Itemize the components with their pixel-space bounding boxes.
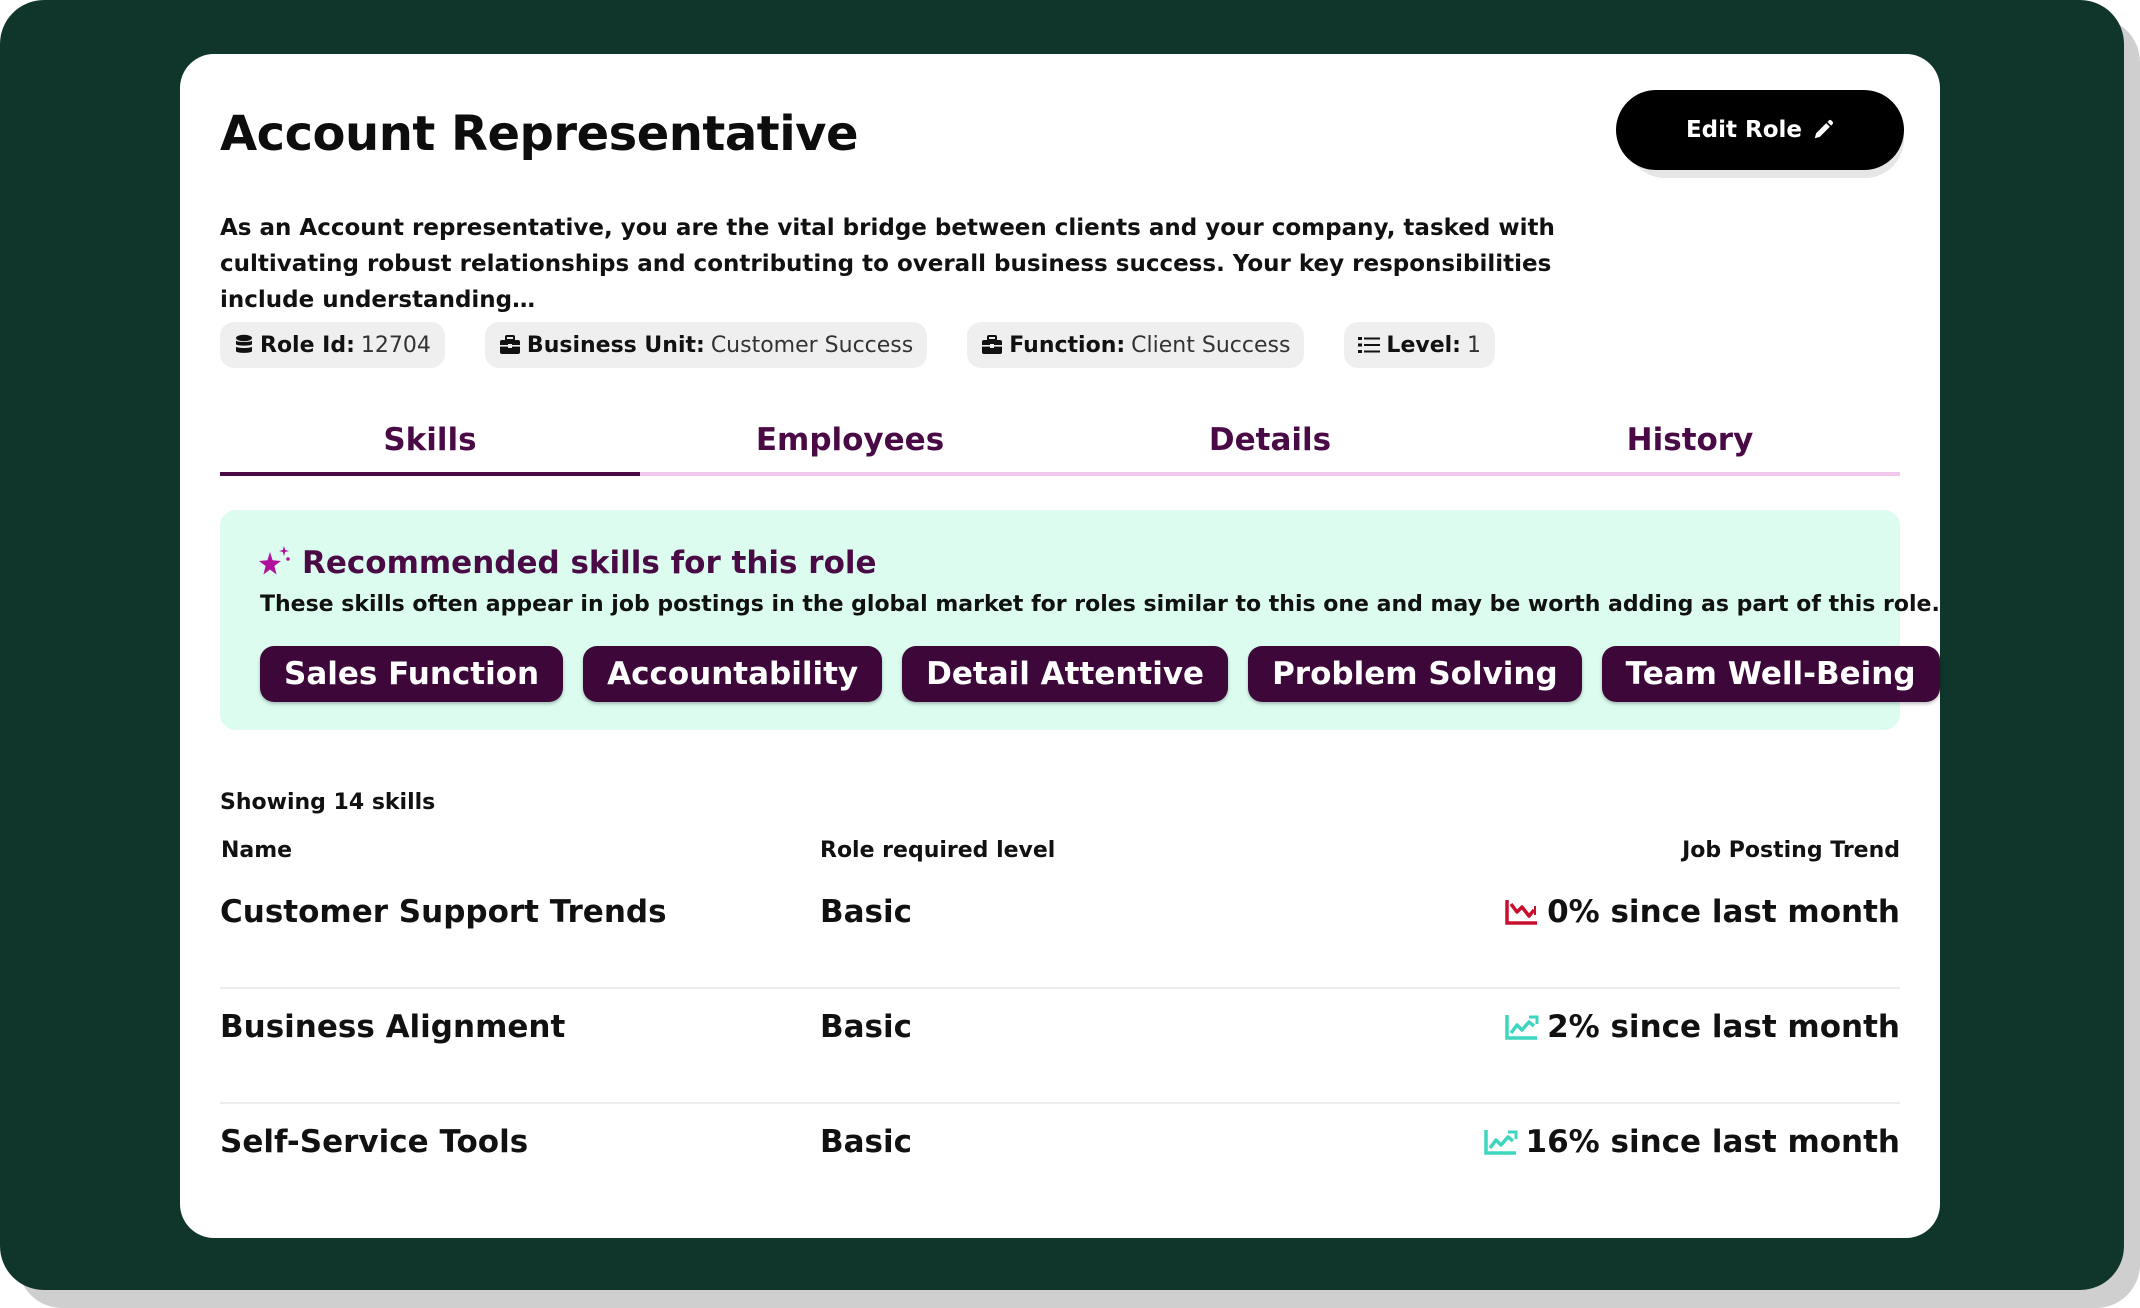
sparkle-icon <box>258 544 292 582</box>
role-tabs: Skills Employees Details History <box>220 416 1900 476</box>
database-icon <box>234 334 254 356</box>
table-row[interactable]: Customer Support Trends Basic 0% since l… <box>220 874 1900 989</box>
trend-value: 2% since last month <box>1547 1009 1900 1045</box>
recommended-skill-list: Sales Function Accountability Detail Att… <box>260 646 1940 702</box>
edit-role-wrapper: Edit Role <box>1616 90 1904 178</box>
skill-level: Basic <box>820 894 913 930</box>
briefcase-icon <box>499 335 521 355</box>
briefcase-icon <box>981 335 1003 355</box>
recommended-skills-subtitle: These skills often appear in job posting… <box>260 592 1940 617</box>
column-header-level: Role required level <box>820 838 1056 863</box>
skill-level: Basic <box>820 1124 913 1160</box>
level-chip: Level: 1 <box>1344 322 1495 368</box>
tab-skills[interactable]: Skills <box>220 416 640 476</box>
trend-value: 16% since last month <box>1525 1124 1901 1160</box>
function-label: Function: <box>1009 332 1126 358</box>
business-unit-chip: Business Unit: Customer Success <box>484 322 928 368</box>
pencil-icon <box>1812 119 1834 141</box>
role-id-value: 12704 <box>360 332 431 358</box>
skills-count: Showing 14 skills <box>220 790 436 815</box>
recommended-skills-header: Recommended skills for this role <box>258 544 877 582</box>
tab-history[interactable]: History <box>1626 422 1754 458</box>
trend-up-icon <box>1483 1128 1518 1156</box>
column-header-trend: Job Posting Trend <box>1682 838 1900 863</box>
role-id-chip: Role Id: 12704 <box>220 322 445 368</box>
role-id-label: Role Id: <box>260 332 355 358</box>
page-title: Account Representative <box>220 106 859 162</box>
role-card: Account Representative Edit Role As an A… <box>180 54 1940 1238</box>
skill-pill-team-well-being[interactable]: Team Well-Being <box>1601 646 1940 702</box>
edit-role-label: Edit Role <box>1685 117 1803 143</box>
trend-down-icon <box>1505 898 1539 926</box>
trend-up-icon <box>1505 1013 1539 1041</box>
table-row[interactable]: Business Alignment Basic 2% since last m… <box>220 989 1900 1104</box>
list-icon <box>1358 336 1381 354</box>
skill-trend: 0% since last month <box>1505 894 1900 930</box>
skill-pill-accountability[interactable]: Accountability <box>583 646 883 702</box>
edit-role-button[interactable]: Edit Role <box>1616 90 1904 170</box>
business-unit-value: Customer Success <box>710 332 914 358</box>
skill-pill-detail-attentive[interactable]: Detail Attentive <box>902 646 1229 702</box>
function-value: Client Success <box>1131 332 1291 358</box>
tab-details[interactable]: Details <box>1208 422 1332 458</box>
skill-trend: 16% since last month <box>1483 1124 1901 1160</box>
trend-value: 0% since last month <box>1547 894 1900 930</box>
skill-pill-problem-solving[interactable]: Problem Solving <box>1248 646 1582 702</box>
business-unit-label: Business Unit: <box>526 332 705 358</box>
skill-name: Self-Service Tools <box>220 1124 529 1160</box>
tab-employees[interactable]: Employees <box>755 422 945 458</box>
skill-pill-sales-function[interactable]: Sales Function <box>260 646 564 702</box>
column-header-name: Name <box>221 838 293 863</box>
recommended-skills-panel: Recommended skills for this role These s… <box>220 510 1940 730</box>
skill-name: Customer Support Trends <box>220 894 667 930</box>
function-chip: Function: Client Success <box>967 322 1305 368</box>
level-label: Level: <box>1386 332 1461 358</box>
role-meta: Role Id: 12704 Business Unit: Customer S… <box>220 322 1495 368</box>
table-row[interactable]: Self-Service Tools Basic 16% since last … <box>220 1104 1900 1219</box>
role-description: As an Account representative, you are th… <box>220 215 1555 313</box>
skill-level: Basic <box>820 1009 913 1045</box>
skill-name: Business Alignment <box>220 1009 566 1045</box>
skill-trend: 2% since last month <box>1505 1009 1900 1045</box>
recommended-skills-title: Recommended skills for this role <box>302 545 877 581</box>
level-value: 1 <box>1466 332 1481 358</box>
